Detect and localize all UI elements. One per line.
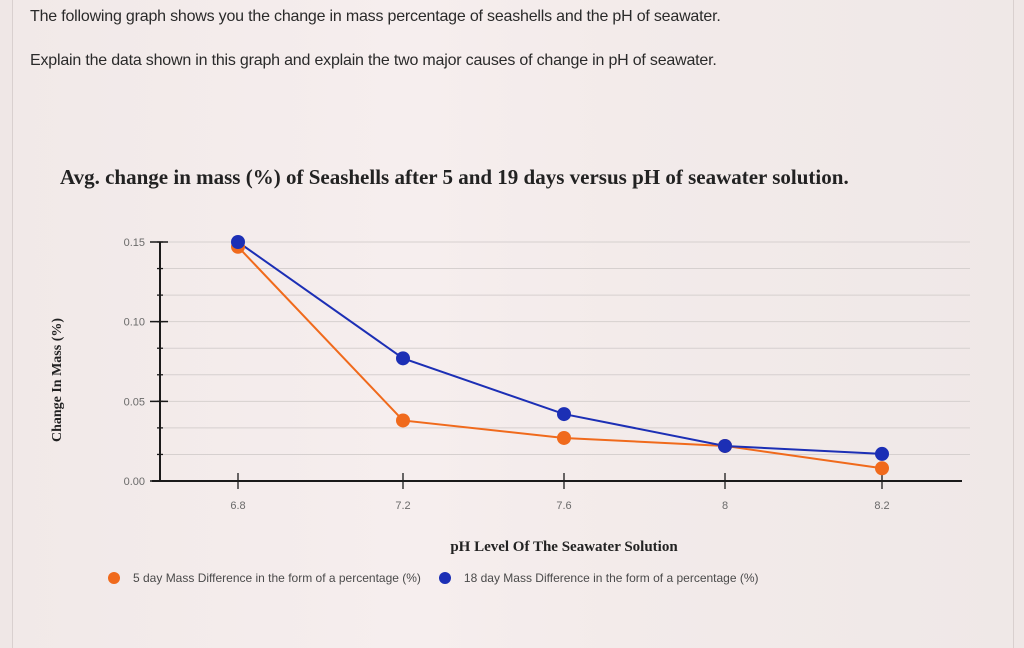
legend-item-5day[interactable]: 5 day Mass Difference in the form of a p… [108, 571, 421, 585]
x-tick-label: 6.8 [230, 500, 245, 512]
data-series [231, 235, 889, 476]
data-point [718, 438, 732, 453]
data-point [875, 446, 889, 461]
question-line-2: Explain the data shown in this graph and… [30, 52, 717, 69]
x-tick-label: 7.6 [556, 500, 571, 512]
chart-title: Avg. change in mass (%) of Seashells aft… [60, 165, 849, 189]
legend-dot-18day-icon [438, 572, 451, 584]
data-point [875, 461, 889, 476]
question-panel [12, 0, 1014, 648]
data-point [396, 413, 410, 428]
legend-label-18day: 18 day Mass Difference in the form of a … [463, 571, 759, 585]
y-tick-label: 0.05 [124, 396, 145, 408]
legend-dot-5day-icon [108, 572, 120, 584]
x-tick-label: 7.2 [395, 500, 410, 512]
data-point [557, 407, 571, 422]
x-tick-label: 8 [722, 500, 728, 512]
legend-item-18day[interactable]: 18 day Mass Difference in the form of a … [438, 571, 759, 585]
data-point [396, 351, 410, 366]
legend: 5 day Mass Difference in the form of a p… [108, 571, 777, 585]
y-axis-ticks: 0.00 0.05 0.10 0.15 [124, 237, 168, 488]
legend-label-5day: 5 day Mass Difference in the form of a p… [133, 571, 421, 585]
gridlines [160, 241, 970, 455]
y-tick-label: 0.15 [124, 237, 145, 249]
data-point [557, 430, 571, 445]
y-tick-label: 0.00 [124, 476, 145, 488]
axes [152, 242, 962, 482]
x-axis-label: pH Level Of The Seawater Solution [450, 539, 678, 555]
data-point [231, 235, 245, 249]
question-line-1: The following graph shows you the change… [30, 8, 721, 25]
x-tick-label: 8.2 [874, 500, 889, 512]
x-axis-ticks: 6.8 7.2 7.6 8 8.2 [230, 473, 890, 512]
y-tick-label: 0.10 [124, 317, 145, 329]
